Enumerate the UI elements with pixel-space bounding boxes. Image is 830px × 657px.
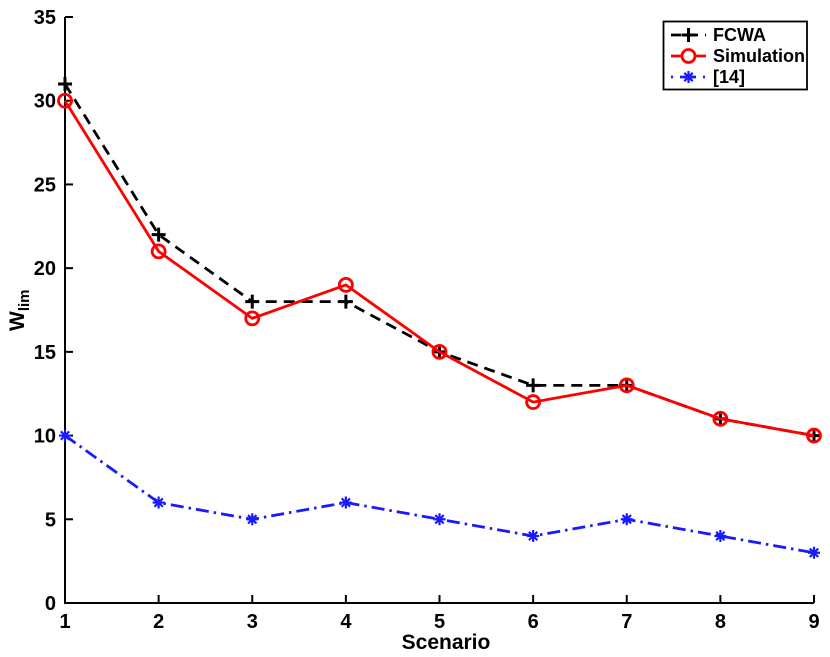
legend-entry-Simulation: Simulation — [671, 46, 805, 66]
series-[14]-marker-5 — [433, 513, 446, 526]
series-[14]-marker-7 — [620, 513, 633, 526]
x-tick-label-2: 2 — [153, 611, 164, 633]
y-tick-label-10: 10 — [34, 426, 56, 448]
series-FCWA-marker-4 — [338, 294, 353, 309]
series-Simulation-line — [63, 99, 815, 437]
series-Simulation-marker-1 — [57, 92, 73, 109]
series-FCWA-marker-2 — [151, 227, 166, 242]
legend-label-[14]: [14] — [713, 67, 745, 87]
x-axis-label: Scenario — [402, 631, 491, 654]
series-layer — [57, 76, 822, 559]
x-tick-label-7: 7 — [621, 611, 632, 633]
legend-marker-FCWA — [681, 28, 696, 42]
series-Simulation-marker-2 — [150, 243, 167, 260]
series-FCWA-marker-1 — [58, 76, 72, 91]
y-tick-label-20: 20 — [34, 258, 56, 280]
series-Simulation-marker-3 — [244, 310, 261, 327]
series-Simulation — [57, 92, 822, 444]
series-FCWA-line — [63, 83, 815, 437]
series-[14]-marker-6 — [527, 530, 540, 543]
series-Simulation-marker-7 — [618, 377, 635, 394]
x-tick-label-4: 4 — [340, 611, 352, 633]
x-tick-label-8: 8 — [715, 611, 726, 633]
series-Simulation-marker-5 — [431, 343, 448, 360]
x-tick-label-3: 3 — [247, 611, 258, 633]
legend-entry-FCWA: FCWA — [671, 25, 766, 45]
y-tick-label-35: 35 — [34, 7, 56, 29]
legend-label-FCWA: FCWA — [713, 25, 766, 45]
x-tick-label-6: 6 — [528, 611, 539, 633]
series-Simulation-marker-8 — [712, 410, 729, 427]
legend-marker-Simulation — [680, 48, 697, 64]
series-FCWA-marker-6 — [526, 378, 541, 393]
x-tick-label-1: 1 — [59, 611, 70, 633]
y-tick-label-0: 0 — [45, 593, 56, 615]
legend-entry-[14]: [14] — [671, 67, 745, 87]
series-[14]-marker-8 — [714, 530, 727, 543]
series-[14]-marker-2 — [152, 496, 165, 509]
series-[14] — [59, 429, 820, 559]
series-Simulation-marker-6 — [525, 394, 542, 410]
y-axis-label: Wlim — [6, 289, 33, 331]
y-tick-label-5: 5 — [45, 509, 56, 531]
axes: 0 5 10 15 20 25 30 35 1 2 3 4 5 6 7 8 9 — [34, 7, 820, 633]
y-tick-label-15: 15 — [34, 342, 56, 364]
series-[14]-marker-9 — [808, 546, 820, 559]
series-[14]-marker-1 — [59, 429, 71, 442]
series-[14]-marker-4 — [339, 496, 352, 509]
series-Simulation-marker-4 — [337, 276, 354, 293]
y-tick-label-25: 25 — [34, 174, 56, 196]
series-[14]-marker-3 — [246, 513, 259, 526]
series-Simulation-marker-9 — [806, 427, 822, 444]
series-FCWA-marker-3 — [245, 294, 260, 309]
legend-label-Simulation: Simulation — [713, 46, 805, 66]
x-tick-label-5: 5 — [434, 611, 445, 633]
series-[14]-line — [64, 434, 815, 555]
y-axis-label-subscript: lim — [16, 289, 33, 311]
legend-marker-[14] — [682, 71, 695, 83]
y-tick-label-30: 30 — [34, 91, 56, 113]
y-axis-label-main: W — [6, 311, 29, 331]
x-tick-label-9: 9 — [808, 611, 819, 633]
